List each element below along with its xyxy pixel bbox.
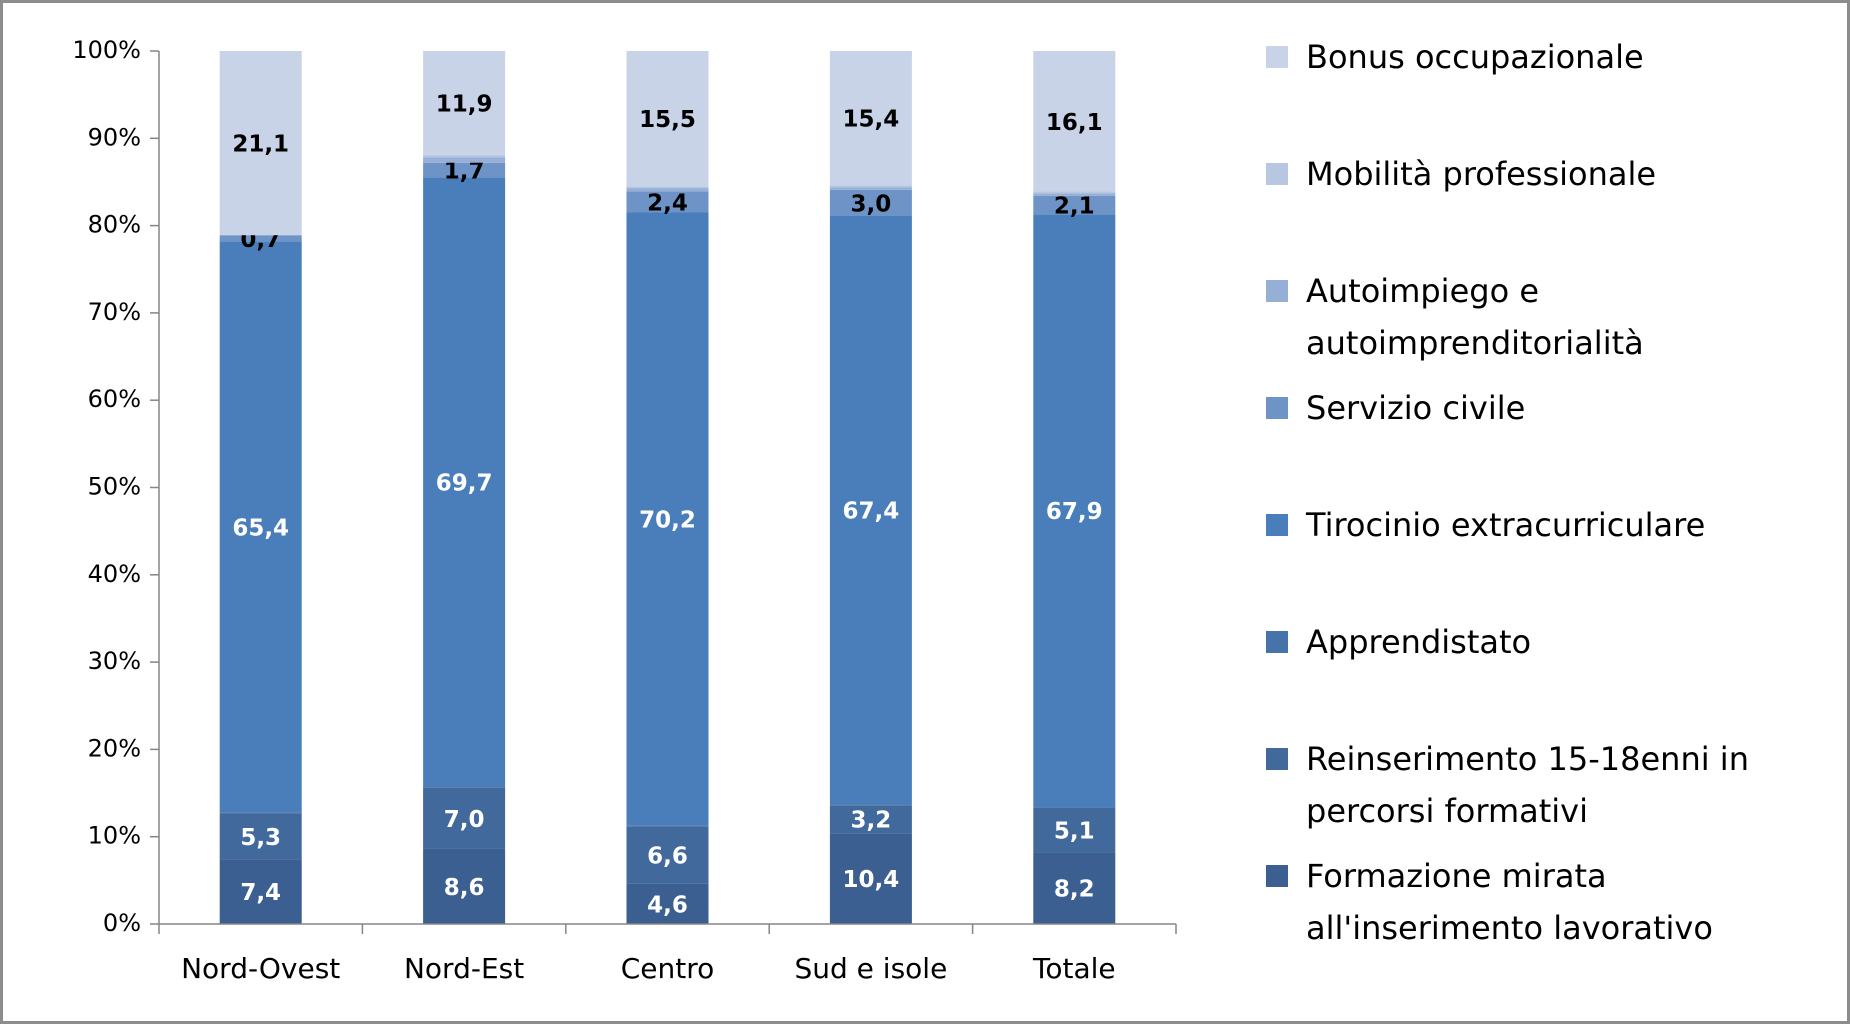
bar-segment (829, 185, 912, 188)
data-label: 8,2 (1054, 877, 1095, 903)
data-label: 2,1 (1054, 194, 1095, 220)
bar-segment (423, 154, 506, 158)
bar-segment (423, 786, 506, 788)
legend-swatch (1266, 397, 1288, 419)
data-label: 3,2 (851, 808, 892, 834)
bar-segment (829, 215, 912, 805)
x-tick-label: Centro (621, 952, 715, 985)
data-label: 7,0 (444, 807, 485, 833)
data-label: 7,4 (240, 880, 281, 906)
x-tick-label: Sud e isole (794, 952, 947, 985)
data-label: 3,0 (851, 191, 892, 217)
bar-segment (423, 787, 506, 849)
bar-segment (423, 177, 506, 787)
bar-segment (1033, 51, 1116, 192)
data-label: 11,9 (436, 91, 493, 117)
bar-segment (829, 833, 912, 924)
x-tick-label: Nord-Est (404, 952, 524, 985)
bar-segment (626, 826, 709, 884)
bar-segment (219, 241, 302, 813)
x-tick-label: Totale (1032, 952, 1116, 985)
data-label: 5,1 (1054, 819, 1095, 845)
bar-segment (423, 848, 506, 924)
legend-label: Reinserimento 15-18enni in percorsi form… (1306, 740, 1749, 830)
bar-segment (1033, 807, 1116, 808)
legend-label: Autoimpiego e autoimprenditorialità (1306, 272, 1644, 362)
legend-swatch (1266, 748, 1288, 770)
bar-segment (626, 188, 709, 192)
y-tick-label: 80% (88, 211, 141, 239)
y-tick-label: 0% (103, 909, 141, 937)
data-label: 8,6 (444, 875, 485, 901)
data-label: 16,1 (1046, 110, 1103, 136)
y-tick-label: 10% (88, 822, 141, 850)
data-label: 15,5 (639, 107, 696, 133)
data-label: 70,2 (639, 507, 696, 533)
bar-segment (829, 804, 912, 806)
data-label: 67,4 (843, 499, 900, 525)
bar-segment (1033, 191, 1116, 194)
legend-swatch (1266, 280, 1288, 302)
bar-segment (626, 191, 709, 213)
bar-segment (219, 859, 302, 924)
data-label: 21,1 (232, 132, 289, 158)
bar-segment (219, 812, 302, 814)
legend-swatch (1266, 46, 1288, 68)
y-tick-label: 100% (72, 36, 141, 64)
bar-segment (626, 212, 709, 826)
data-label: 1,7 (444, 159, 485, 185)
legend-label: Apprendistato (1306, 623, 1532, 661)
bar-segment (423, 51, 506, 155)
legend-label: Servizio civile (1306, 389, 1526, 427)
data-label: 2,4 (647, 191, 688, 217)
data-label: 6,6 (647, 844, 688, 870)
bar-segment (626, 825, 709, 827)
bar-segment (626, 186, 709, 189)
y-tick-label: 30% (88, 647, 141, 675)
y-tick-label: 20% (88, 734, 141, 762)
bar-segment (1033, 807, 1116, 853)
bar-segment (219, 813, 302, 860)
legend-swatch (1266, 514, 1288, 536)
x-tick-label: Nord-Ovest (181, 952, 340, 985)
y-tick-label: 40% (88, 560, 141, 588)
bar-segment (423, 162, 506, 178)
legend-swatch (1266, 631, 1288, 653)
data-label: 69,7 (436, 470, 493, 496)
legend-label: Mobilità professionale (1306, 155, 1657, 193)
bar-segment (626, 51, 709, 187)
y-tick-label: 60% (88, 385, 141, 413)
legend-swatch (1266, 163, 1288, 185)
legend-swatch (1266, 865, 1288, 887)
data-label: 10,4 (843, 867, 900, 893)
bar-segment (423, 157, 506, 163)
legend-label: Tirocinio extracurriculare (1306, 506, 1706, 544)
y-tick-label: 70% (88, 298, 141, 326)
bar-segment (219, 51, 302, 236)
data-label: 4,6 (647, 892, 688, 918)
bar-segment (829, 187, 912, 190)
bar-segment (1033, 214, 1116, 808)
bar-segment (829, 805, 912, 834)
bar-segment (219, 235, 302, 242)
bar-segment (1033, 195, 1116, 215)
data-label: 65,4 (232, 515, 289, 541)
data-label: 67,9 (1046, 499, 1103, 525)
bar-segment (829, 189, 912, 216)
y-tick-label: 90% (88, 123, 141, 151)
bar-segment (626, 883, 709, 924)
legend-label: Bonus occupazionale (1306, 38, 1644, 76)
bar-segment (1033, 193, 1116, 196)
bar-segment (829, 51, 912, 186)
data-label: 15,4 (843, 107, 900, 133)
data-label: 5,3 (240, 825, 281, 851)
y-tick-label: 50% (88, 473, 141, 501)
legend-label: Formazione mirata all'inserimento lavora… (1306, 857, 1713, 947)
bar-segment (1033, 852, 1116, 924)
